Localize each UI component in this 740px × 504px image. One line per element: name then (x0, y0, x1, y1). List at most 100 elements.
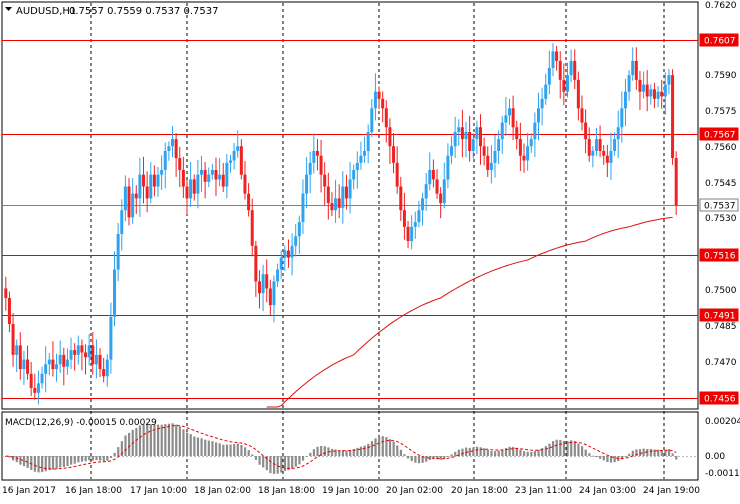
time-tick-label: 17 Jan 10:00 (130, 486, 187, 496)
macd-histogram-bar (298, 456, 301, 465)
level-price-badge: 0.7567 (699, 127, 739, 141)
moving-average-layer (266, 216, 673, 408)
triangle-down-icon[interactable] (5, 7, 12, 11)
bear-candle-body (435, 179, 439, 194)
time-tick-label: 16 Jan 18:00 (65, 486, 122, 496)
macd-histogram-bar (157, 424, 160, 456)
bull-candle-body (544, 84, 548, 99)
macd-histogram-bar (164, 424, 167, 456)
macd-histogram-bar (664, 449, 667, 456)
macd-histogram-bar (446, 456, 450, 457)
bear-candle-body (265, 274, 269, 289)
bear-candle-body (602, 150, 606, 156)
bear-candle-body (377, 91, 381, 99)
bear-candle-body (181, 169, 185, 187)
bull-candle-body (22, 359, 26, 370)
bear-candle-body (51, 359, 55, 370)
badge-label: 0.7516 (704, 252, 736, 262)
macd-histogram-bar (193, 436, 196, 456)
macd-histogram-bar (316, 446, 319, 456)
macd-histogram-bar (138, 425, 142, 456)
bear-candle-body (84, 352, 88, 358)
macd-tick-label: 0.00204 (705, 417, 740, 427)
bull-candle-body (76, 345, 80, 355)
bear-candle-body (674, 158, 678, 206)
macd-tick-label: -0.0011 (705, 469, 740, 479)
macd-histogram-bar (530, 451, 533, 456)
bear-candle-body (102, 369, 106, 377)
macd-histogram-bar (218, 443, 221, 456)
macd-histogram-bar (320, 446, 323, 456)
macd-tick-label: 0.00 (705, 452, 725, 462)
bear-candle-body (406, 226, 410, 242)
bull-candle-body (540, 98, 544, 109)
bear-candle-body (319, 155, 323, 175)
bull-candle-body (370, 108, 374, 133)
price-axis: 0.7620 0.7590 0.7575 0.7560 0.7545 0.753… (705, 1, 737, 368)
macd-histogram-bar (41, 456, 44, 473)
price-tick-label: 0.7560 (705, 143, 737, 153)
bull-candle-body (569, 60, 573, 76)
macd-histogram-bar (657, 449, 660, 456)
bear-candle-body (392, 146, 396, 163)
macd-histogram-bar (519, 449, 522, 456)
bull-candle-body (65, 359, 69, 367)
bull-candle-body (526, 146, 530, 161)
macd-histogram-bar (642, 448, 645, 456)
macd-histogram-bar (465, 447, 468, 456)
macd-histogram-bar (66, 456, 69, 466)
macd-histogram-bar (48, 456, 51, 471)
bull-candle-body (113, 269, 117, 317)
bull-candle-body (138, 174, 142, 199)
bear-candle-body (344, 186, 348, 199)
macd-histogram-bar (374, 438, 377, 456)
macd-histogram-bar (37, 456, 40, 473)
bull-candle-body (120, 210, 124, 234)
time-tick-label: 18 Jan 02:00 (194, 486, 251, 496)
macd-histogram-bar (70, 456, 73, 465)
bull-candle-body (508, 108, 511, 116)
macd-axis: 0.00204 0.00 -0.0011 (705, 417, 740, 479)
bear-candle-body (482, 146, 486, 156)
macd-histogram-bar (80, 456, 84, 462)
macd-histogram-bar (417, 456, 421, 464)
macd-histogram-bar (291, 456, 294, 469)
macd-histogram-bar (178, 426, 181, 456)
bear-candle-body (555, 51, 559, 61)
bear-candle-body (395, 162, 399, 187)
macd-histogram-bar (367, 443, 370, 456)
macd-histogram-bar (265, 456, 268, 471)
ohlc-readout: 0.7557 0.7559 0.7537 0.7537 (69, 6, 219, 17)
bear-candle-body (584, 122, 588, 140)
bear-candle-body (326, 186, 330, 204)
moving-average-line (266, 216, 673, 408)
macd-histogram-bar (153, 424, 156, 456)
macd-histogram-bar (95, 456, 98, 461)
macd-histogram-bar (356, 447, 359, 456)
macd-histogram-bar (225, 444, 229, 456)
bull-candle-body (261, 274, 265, 294)
bear-candle-body (286, 250, 290, 258)
bull-candle-body (348, 179, 352, 199)
macd-histogram-bar (570, 440, 573, 456)
bull-candle-body (341, 186, 345, 208)
price-badges: 0.7607 0.7567 0.7537 0.7516 0.7491 0.7456 (699, 33, 739, 405)
macd-histogram-bar (606, 456, 609, 463)
bull-candle-body (421, 198, 425, 211)
macd-histogram-bar (109, 456, 113, 458)
badge-background (699, 391, 739, 405)
macd-histogram-bar (196, 437, 200, 456)
macd-histogram-bar (378, 436, 381, 456)
macd-histogram-bar (211, 441, 214, 456)
bull-candle-body (547, 68, 551, 85)
bear-candle-body (598, 139, 602, 151)
bear-candle-body (29, 373, 33, 389)
macd-panel-frame[interactable] (1, 411, 699, 481)
macd-histogram-bar (345, 450, 348, 456)
current-price-badge: 0.7537 (699, 198, 739, 212)
macd-histogram-bar (251, 454, 254, 456)
bear-candle-body (142, 174, 146, 187)
macd-histogram-bar (233, 444, 236, 456)
bull-candle-body (649, 89, 653, 97)
